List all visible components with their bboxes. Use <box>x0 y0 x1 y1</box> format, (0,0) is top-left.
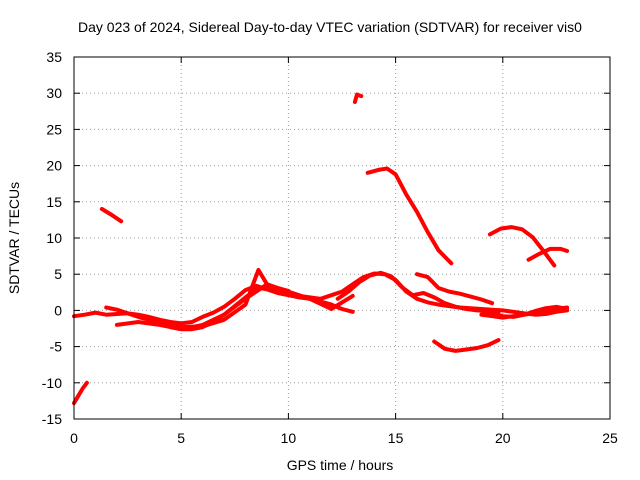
x-tick-label: 10 <box>281 430 297 446</box>
y-tick-label: 10 <box>46 230 62 246</box>
series-arc-1 <box>72 380 89 406</box>
y-tick-label: -5 <box>50 339 63 355</box>
y-tick-label: 35 <box>46 49 62 65</box>
y-tick-label: -15 <box>42 411 62 427</box>
data-series <box>72 92 570 406</box>
series-arc-10 <box>415 272 495 306</box>
series-arc-9 <box>335 270 501 314</box>
series-arc-3 <box>352 92 364 104</box>
series-arc-2 <box>99 207 124 224</box>
y-axis-label: SDTVAR / TECUs <box>6 182 22 294</box>
series-arc-14 <box>432 338 501 353</box>
y-tick-labels: -15 -10 -5 0 5 10 15 20 25 30 35 <box>42 49 62 427</box>
y-tick-label: -10 <box>42 375 62 391</box>
x-tick-label: 0 <box>70 430 78 446</box>
series-arc-13 <box>365 166 454 266</box>
chart-title: Day 023 of 2024, Sidereal Day-to-day VTE… <box>78 19 582 35</box>
y-tick-label: 20 <box>46 158 62 174</box>
x-tick-label: 20 <box>495 430 511 446</box>
y-tick-label: 5 <box>54 266 62 282</box>
series-arc-16 <box>526 246 570 262</box>
x-tick-label: 15 <box>388 430 404 446</box>
y-tick-label: 30 <box>46 85 62 101</box>
x-tick-labels: 0 5 10 15 20 25 <box>70 430 618 446</box>
y-tick-label: 0 <box>54 302 62 318</box>
x-tick-label: 25 <box>602 430 618 446</box>
axis-ticks <box>73 56 611 420</box>
y-tick-label: 25 <box>46 121 62 137</box>
x-axis-label: GPS time / hours <box>287 457 394 473</box>
series-arc-12 <box>479 305 570 320</box>
x-tick-label: 5 <box>177 430 185 446</box>
y-tick-label: 15 <box>46 194 62 210</box>
